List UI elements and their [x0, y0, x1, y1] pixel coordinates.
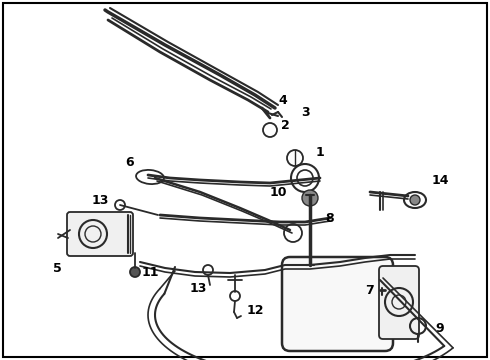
Text: 5: 5 — [52, 261, 61, 274]
Text: 13: 13 — [91, 194, 109, 207]
Circle shape — [410, 195, 420, 205]
Text: 4: 4 — [279, 94, 287, 107]
FancyBboxPatch shape — [282, 257, 393, 351]
Text: 6: 6 — [126, 156, 134, 168]
Text: 3: 3 — [301, 105, 309, 118]
FancyBboxPatch shape — [67, 212, 133, 256]
Text: 7: 7 — [366, 284, 374, 297]
Circle shape — [130, 267, 140, 277]
Text: 1: 1 — [316, 145, 324, 158]
Text: 12: 12 — [246, 303, 264, 316]
FancyBboxPatch shape — [379, 266, 419, 339]
Circle shape — [302, 190, 318, 206]
Text: 14: 14 — [431, 174, 449, 186]
Text: 11: 11 — [141, 266, 159, 279]
Text: 8: 8 — [326, 212, 334, 225]
Text: 9: 9 — [436, 321, 444, 334]
Text: 2: 2 — [281, 118, 290, 131]
Text: 10: 10 — [269, 185, 287, 198]
Text: 13: 13 — [189, 282, 207, 294]
